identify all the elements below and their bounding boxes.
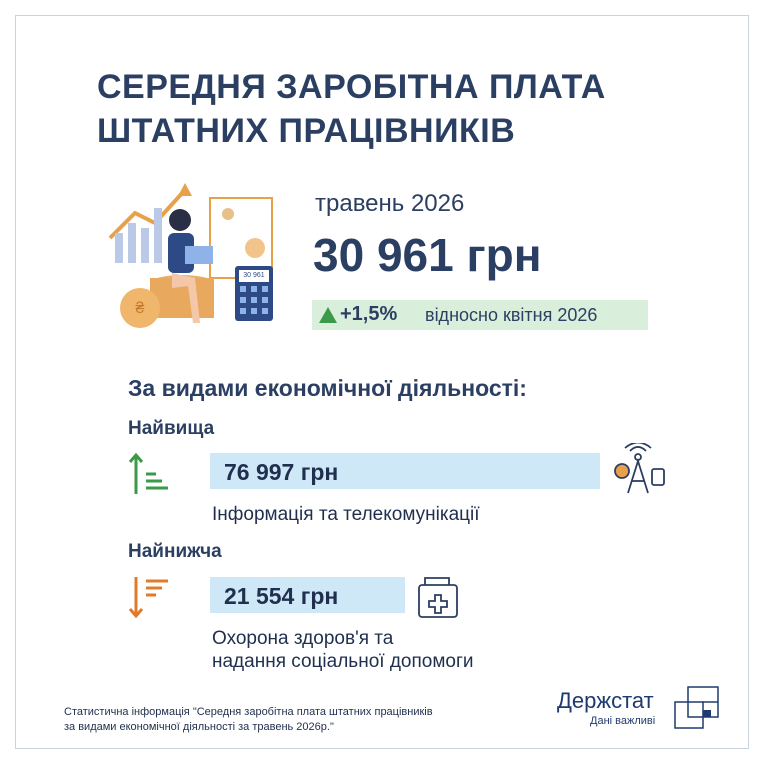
- section-heading: За видами економічної діяльності:: [128, 375, 527, 401]
- health-icon: [418, 577, 458, 618]
- source-line: Статистична інформація "Середня заробітн…: [64, 706, 433, 718]
- highest-activity: Інформація та телекомунікації: [212, 504, 480, 525]
- average-wage: 30 961 грн: [313, 229, 542, 281]
- highest-label: Найвища: [128, 418, 215, 439]
- logo-mark: [674, 686, 719, 729]
- svg-text:₴: ₴: [136, 300, 145, 317]
- frame: [15, 15, 749, 749]
- highest-value: 76 997 грн: [224, 459, 339, 485]
- lowest-bar: [210, 577, 405, 613]
- lowest-value: 21 554 грн: [224, 583, 339, 609]
- change-badge: [312, 300, 648, 330]
- lowest-label: Найнижча: [128, 541, 222, 562]
- source-line: за видами економічної діяльності за трав…: [64, 721, 334, 733]
- logo-tagline: Дані важливі: [590, 715, 656, 727]
- title-line: ШТАТНИХ ПРАЦІВНИКІВ: [97, 112, 516, 150]
- illustration: ₴ 30 961: [108, 183, 273, 328]
- period: травень 2026: [315, 190, 465, 217]
- logo-name: Держстат: [557, 688, 654, 713]
- telecom-icon: [614, 443, 665, 494]
- change-note: відносно квітня 2026: [425, 305, 598, 325]
- up-triangle: [319, 307, 337, 323]
- lowest-activity: Охорона здоров'я та: [212, 628, 394, 649]
- change: +1,5%: [340, 303, 398, 325]
- calculator-display: 30 961: [243, 272, 265, 279]
- highest-icon: [128, 452, 168, 494]
- highest-bar: [210, 453, 600, 489]
- title-line: СЕРЕДНЯ ЗАРОБІТНА ПЛАТА: [97, 68, 606, 106]
- lowest-icon: [128, 577, 168, 619]
- lowest-activity: надання соціальної допомоги: [212, 651, 474, 672]
